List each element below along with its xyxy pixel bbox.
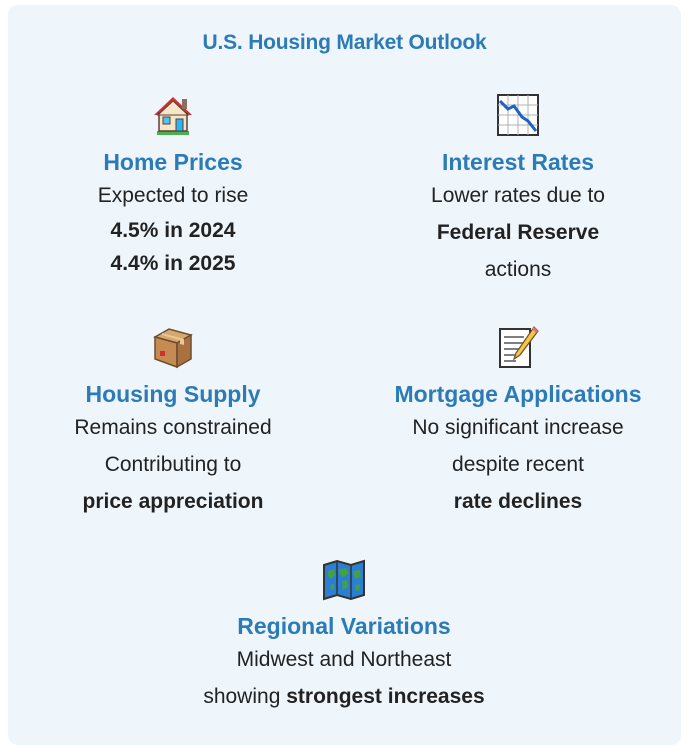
page-title: U.S. Housing Market Outlook [202, 31, 487, 54]
interest-rates-line-2: Federal Reserve [436, 221, 600, 244]
package-icon [153, 328, 193, 369]
section-mortgage-applications: Mortgage Applications No significant inc… [368, 325, 668, 520]
section-home-prices: Home Prices Expected to rise 4.5% in 202… [23, 93, 323, 280]
house-icon [154, 97, 192, 135]
mortgage-applications-line-2: despite recent [452, 453, 584, 476]
regional-variations-line-2-bold: strongest increases [286, 685, 485, 708]
housing-supply-line-2: Contributing to [104, 453, 242, 476]
interest-rates-line-1: Lower rates due to [431, 184, 605, 207]
mortgage-applications-line-3: rate declines [453, 490, 583, 513]
section-interest-rates: Interest Rates Lower rates due to Federa… [368, 93, 668, 288]
regional-variations-line-2-prefix: showing [203, 685, 287, 708]
section-housing-supply: Housing Supply Remains constrained Contr… [23, 325, 323, 520]
world-map-icon [323, 559, 365, 601]
home-prices-line-2: 4.5% in 2024 [110, 219, 236, 242]
regional-variations-heading: Regional Variations [237, 613, 451, 639]
outlook-card: U.S. Housing Market Outlook Home Prices … [8, 5, 681, 745]
chart-decreasing-icon [497, 94, 539, 136]
regional-variations-line-1: Midwest and Northeast [236, 648, 452, 671]
housing-supply-heading: Housing Supply [85, 381, 261, 407]
housing-supply-line-3: price appreciation [82, 490, 264, 513]
home-prices-line-1: Expected to rise [97, 184, 249, 207]
home-prices-line-3: 4.4% in 2025 [110, 252, 236, 275]
regional-variations-line-2: showing strongest increases [194, 678, 494, 715]
interest-rates-heading: Interest Rates [441, 149, 595, 175]
section-regional-variations: Regional Variations Midwest and Northeas… [194, 557, 494, 715]
housing-supply-line-1: Remains constrained [74, 416, 272, 439]
memo-icon [499, 326, 539, 368]
home-prices-heading: Home Prices [103, 149, 243, 175]
mortgage-applications-heading: Mortgage Applications [394, 381, 642, 407]
mortgage-applications-line-1: No significant increase [412, 416, 624, 439]
interest-rates-line-3: actions [484, 258, 552, 281]
